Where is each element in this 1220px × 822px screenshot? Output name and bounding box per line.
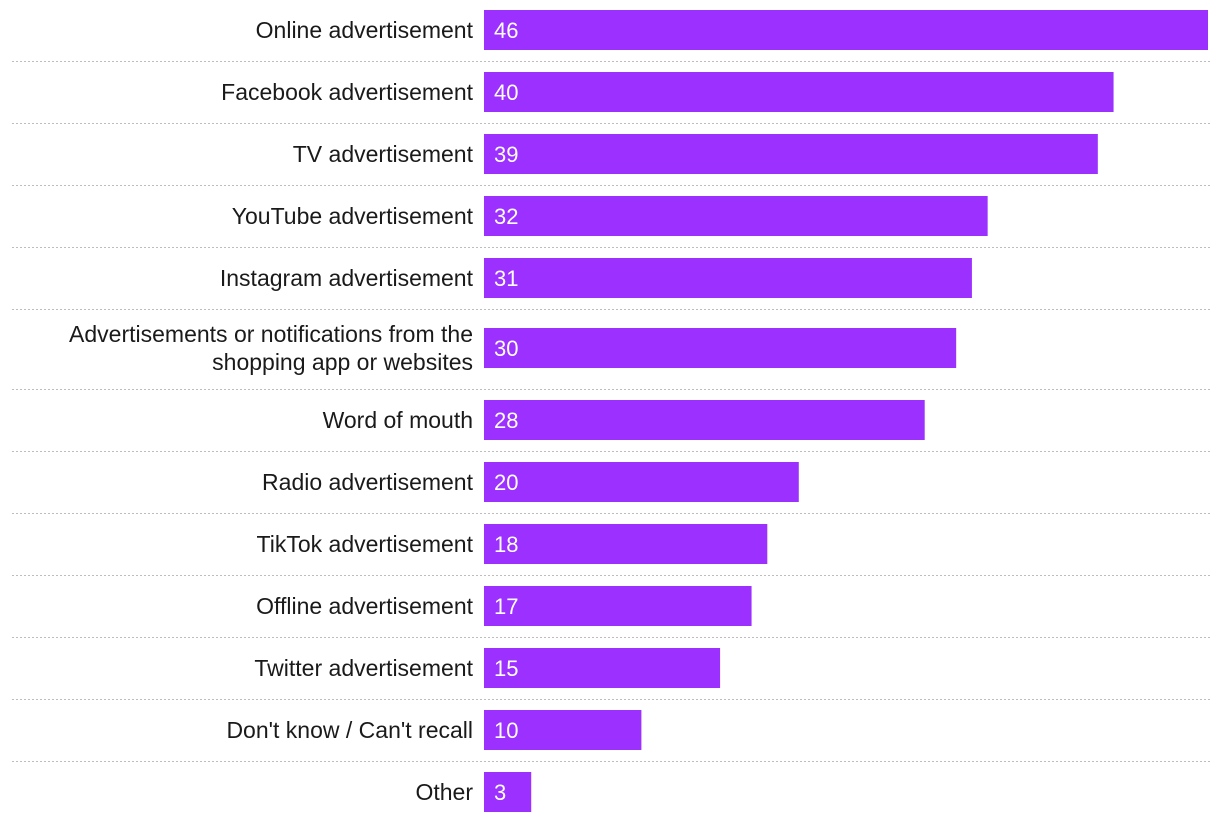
- category-label: Advertisements or notifications from the…: [69, 321, 473, 375]
- bar-value-label: 17: [494, 594, 518, 619]
- bar: [484, 72, 1114, 112]
- bar: [484, 772, 532, 812]
- category-label: Twitter advertisement: [254, 655, 473, 681]
- category-label: Instagram advertisement: [220, 265, 474, 291]
- category-label: Facebook advertisement: [221, 79, 473, 105]
- value-labels: 46 40 39 32 31 30 28 20 18 17 15 10 3: [494, 18, 518, 805]
- bar-value-label: 30: [494, 336, 518, 361]
- bar-value-label: 18: [494, 532, 518, 557]
- bar: [484, 258, 972, 298]
- category-label: Don't know / Can't recall: [226, 717, 473, 743]
- bar: [484, 524, 768, 564]
- category-label: YouTube advertisement: [232, 203, 474, 229]
- category-label: Online advertisement: [256, 17, 474, 43]
- bar: [484, 586, 752, 626]
- category-label: Radio advertisement: [262, 469, 474, 495]
- bar-value-label: 40: [494, 80, 518, 105]
- bar: [484, 134, 1098, 174]
- bar: [484, 462, 799, 502]
- category-label: Offline advertisement: [256, 593, 474, 619]
- category-labels: Online advertisement Facebook advertiseme…: [69, 17, 474, 805]
- bar: [484, 400, 925, 440]
- category-label: Other: [415, 779, 473, 805]
- bar: [484, 10, 1208, 50]
- bar: [484, 328, 957, 368]
- bar-value-label: 46: [494, 18, 518, 43]
- bar: [484, 196, 988, 236]
- category-label: Word of mouth: [323, 407, 473, 433]
- bar-value-label: 28: [494, 408, 518, 433]
- bar: [484, 648, 721, 688]
- category-label: TikTok advertisement: [257, 531, 474, 557]
- bar: [484, 710, 642, 750]
- bars: [484, 10, 1208, 812]
- bar-value-label: 3: [494, 780, 506, 805]
- bar-value-label: 10: [494, 718, 518, 743]
- bar-value-label: 15: [494, 656, 518, 681]
- bar-value-label: 31: [494, 266, 518, 291]
- bar-value-label: 39: [494, 142, 518, 167]
- bar-value-label: 32: [494, 204, 518, 229]
- bar-value-label: 20: [494, 470, 518, 495]
- category-label: TV advertisement: [293, 141, 474, 167]
